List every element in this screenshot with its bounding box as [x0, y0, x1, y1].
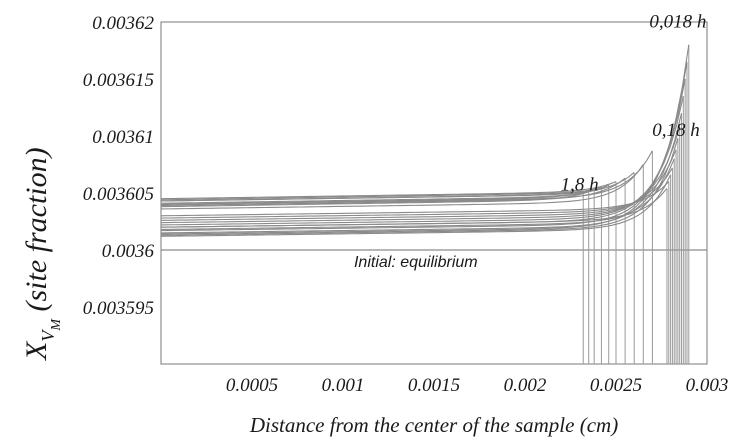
annotations: 0,018 h 0,18 h 1,8 h Initial: equilibrium — [354, 12, 706, 271]
profile-curve — [160, 95, 684, 226]
profile-curve — [160, 184, 609, 204]
x-tick-label: 0.0025 — [590, 375, 642, 396]
profile-curve — [160, 138, 679, 236]
profile-curve — [160, 190, 589, 201]
profile-curve — [160, 186, 602, 202]
annotation-time: 1,8 h — [561, 175, 599, 196]
profile-curves — [160, 44, 690, 237]
profile-curve — [160, 174, 672, 237]
profile-curve — [160, 181, 617, 200]
profile-curve — [160, 167, 673, 219]
annotation-time: 0,018 h — [649, 12, 706, 33]
annotation-time: 0,18 h — [652, 120, 700, 141]
profile-curve — [160, 164, 644, 210]
x-tick-label: 0.0015 — [408, 375, 460, 396]
annotation-initial: Initial: equilibrium — [354, 254, 478, 271]
x-tick-label: 0.0005 — [226, 375, 278, 396]
x-tick-labels: 0.0005 0.001 0.0015 0.002 0.0025 0.003 — [226, 375, 729, 396]
profile-curve — [160, 113, 683, 234]
profile-curve — [160, 192, 584, 205]
y-tick-label: 0.00361 — [92, 127, 154, 148]
y-tick-label: 0.00362 — [92, 13, 154, 34]
y-tick-label: 0.0036 — [102, 241, 155, 262]
y-axis-label: XVM (site fraction) — [20, 147, 64, 361]
y-tick-label: 0.003615 — [83, 70, 154, 91]
profile-curve — [160, 126, 681, 224]
y-tick-label: 0.003595 — [83, 298, 154, 319]
profile-curve — [160, 189, 595, 208]
profile-curve — [160, 158, 675, 231]
y-tick-labels: 0.003595 0.0036 0.003605 0.00361 0.003615 0.0… — [83, 13, 155, 319]
x-tick-label: 0.002 — [504, 375, 547, 396]
x-tick-label: 0.003 — [686, 375, 729, 396]
profile-curve — [160, 188, 668, 228]
y-tick-label: 0.003605 — [83, 184, 154, 205]
profile-curve — [160, 149, 677, 221]
x-axis-label: Distance from the center of the sample (… — [249, 413, 618, 437]
profile-curve — [160, 181, 670, 217]
x-tick-label: 0.001 — [322, 375, 365, 396]
